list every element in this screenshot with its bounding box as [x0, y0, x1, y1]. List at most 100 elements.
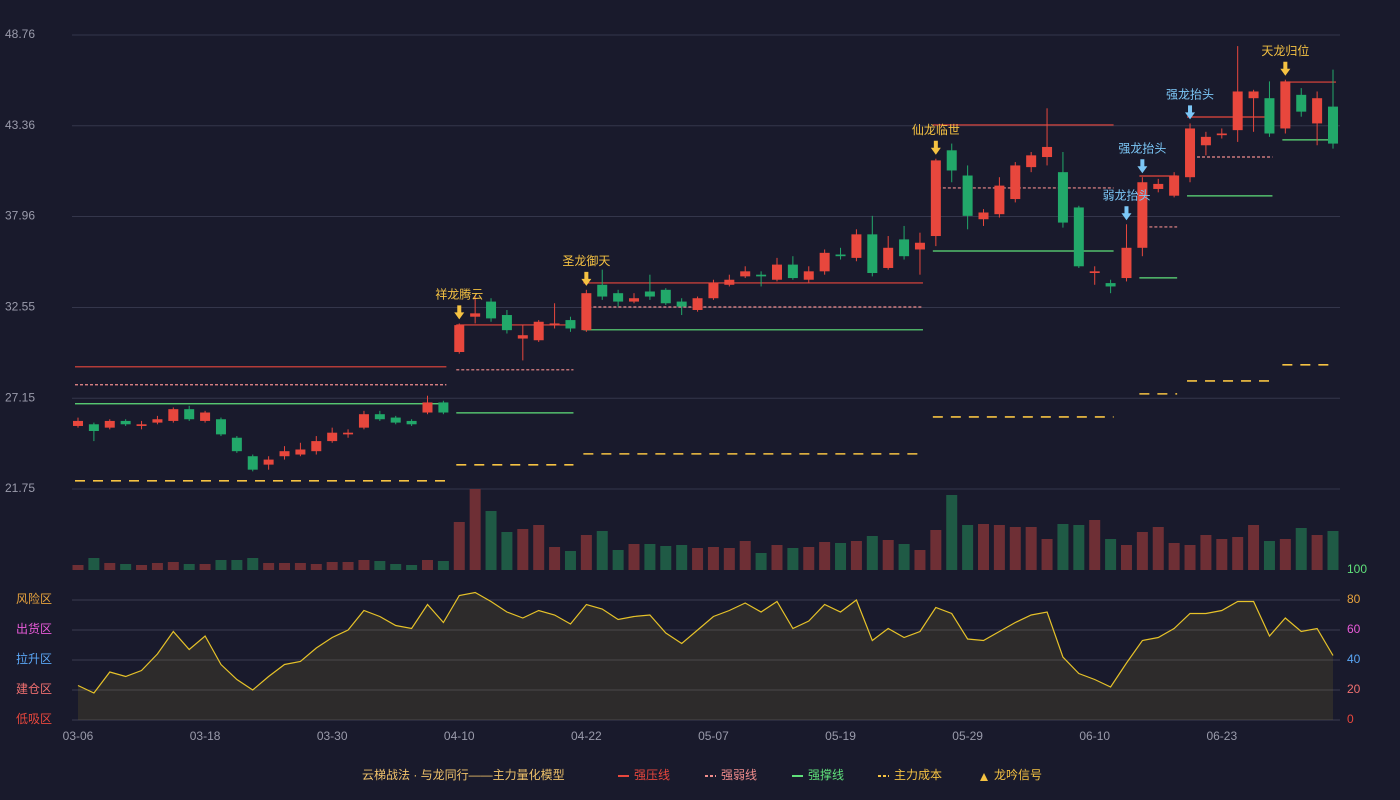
volume-bar [835, 543, 847, 570]
signal-arrow [1121, 206, 1132, 221]
candle-body [1026, 155, 1037, 168]
candle-body [1328, 106, 1338, 144]
volume-bar [120, 564, 132, 570]
signal-arrow [1185, 105, 1196, 120]
x-tick-label: 03-30 [317, 729, 348, 743]
volume-bar [692, 548, 704, 570]
volume-bar [104, 563, 116, 570]
candle-body [73, 420, 83, 426]
indicator-line [77, 591, 1334, 694]
candle-body [390, 417, 401, 423]
volume-bar [199, 564, 211, 570]
candle-body [867, 234, 878, 274]
volume-bar [612, 550, 624, 570]
volume-bar [326, 562, 338, 570]
candle-body [803, 271, 814, 280]
volume-bar [151, 563, 163, 570]
x-tick-label: 05-29 [952, 729, 983, 743]
volume-bar [406, 565, 418, 570]
candle-body [787, 264, 798, 279]
volume-bar [1105, 539, 1117, 570]
candle-body [311, 441, 322, 452]
candle-body [263, 459, 274, 465]
legend-label: 强压线 [634, 768, 670, 782]
volume-bar [866, 536, 878, 570]
signal-arrow [1280, 61, 1291, 76]
candle-body [1073, 207, 1084, 267]
candle-body [819, 252, 830, 272]
x-tick-label: 05-07 [698, 729, 729, 743]
candle-body [247, 456, 258, 470]
volume-bar [485, 511, 497, 570]
volume-bar [993, 525, 1005, 570]
candle-body [851, 234, 862, 258]
volume-bar [787, 548, 799, 570]
candle-body [883, 247, 894, 268]
zone-label: 建仓区 [16, 682, 52, 696]
y-tick-label: 27.15 [5, 390, 35, 404]
candle-body [1296, 94, 1307, 112]
volume-bar [930, 530, 942, 570]
y-tick-label: 37.96 [5, 209, 35, 223]
volume-bar [819, 542, 831, 570]
volume-bar [1057, 524, 1069, 570]
signal-label: 祥龙腾云 [435, 287, 483, 302]
volume-bar [1263, 541, 1275, 570]
x-tick-label: 05-19 [825, 729, 856, 743]
volume-bar [1073, 525, 1085, 570]
candle-body [184, 409, 195, 420]
volume-bar [771, 545, 783, 570]
candle-body [1200, 136, 1211, 146]
candle-body [168, 409, 179, 421]
zone-label: 低吸区 [16, 712, 52, 726]
volume-bar [1041, 539, 1053, 570]
volume-bar [263, 563, 275, 570]
candle-body [629, 298, 640, 302]
candle-body [644, 291, 655, 297]
candle-body [279, 451, 290, 457]
legend-title: 云梯战法 · 与龙同行——主力量化模型 [362, 768, 565, 782]
candle-body [1232, 91, 1243, 131]
indicator-tick-label: 40 [1347, 652, 1361, 666]
candle-body [1185, 128, 1196, 178]
candle-body [1137, 182, 1148, 248]
candle-body [724, 279, 735, 285]
candle-body [581, 293, 592, 331]
volume-bar [517, 529, 529, 570]
x-tick-label: 03-06 [63, 729, 94, 743]
volume-bar [294, 563, 306, 570]
volume-bar [755, 553, 767, 570]
candle-body [406, 420, 417, 425]
volume-bar [279, 563, 291, 570]
y-tick-label: 32.55 [5, 300, 35, 314]
signal-arrow [930, 140, 941, 155]
volume-bar [707, 547, 719, 570]
volume-bar [1279, 539, 1291, 570]
volume-bar [231, 560, 243, 570]
volume-bar [946, 495, 958, 570]
volume-bar [803, 547, 815, 570]
zone-label: 出货区 [16, 621, 52, 636]
candle-body [1057, 172, 1068, 223]
candle-body [978, 212, 989, 220]
candle-body [358, 414, 369, 428]
candle-body [374, 414, 385, 420]
candle-body [835, 254, 846, 257]
candle-body [1089, 271, 1100, 274]
legend-label: 龙吟信号 [994, 767, 1042, 782]
candle-body [1216, 133, 1227, 136]
volume-bar [882, 540, 894, 570]
volume-bar [1232, 537, 1244, 570]
candle-body [914, 242, 925, 250]
candle-body [438, 402, 449, 413]
legend-label: 强弱线 [721, 768, 757, 782]
volume-bar [533, 525, 545, 570]
signal-label: 圣龙御天 [562, 253, 610, 268]
candle-body [565, 320, 576, 329]
x-tick-label: 04-22 [571, 729, 602, 743]
candle-body [454, 325, 465, 353]
volume-bar [644, 544, 656, 570]
x-tick-label: 04-10 [444, 729, 475, 743]
candle-body [1169, 175, 1180, 196]
